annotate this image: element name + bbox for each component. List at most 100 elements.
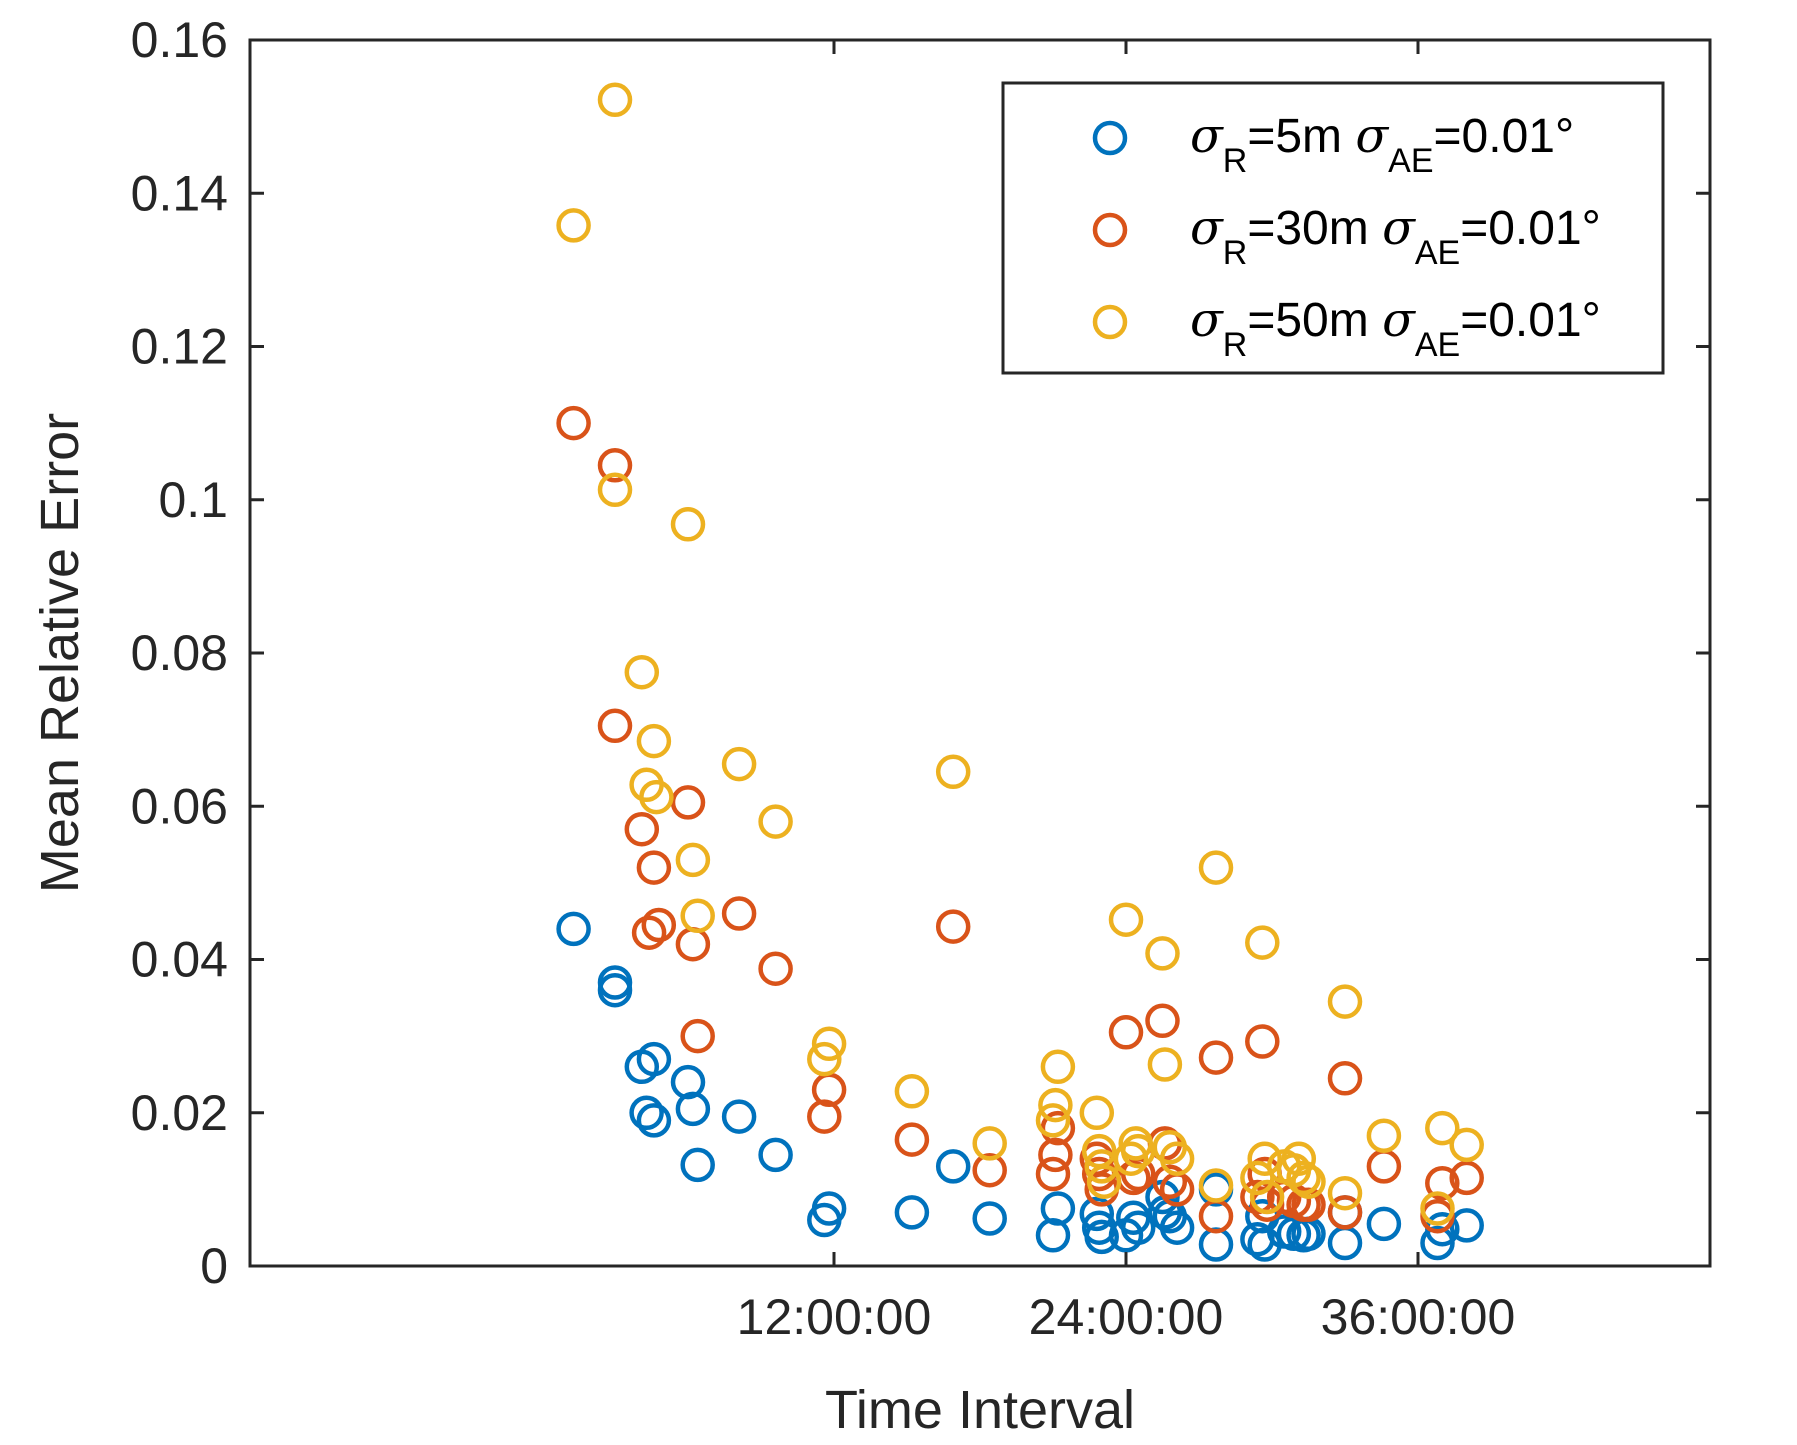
series-2-point-6 bbox=[639, 779, 674, 815]
series-1-point-40 bbox=[1327, 1061, 1363, 1096]
series-1-point-10 bbox=[721, 896, 757, 931]
series-1-point-8 bbox=[675, 926, 711, 962]
series-1-point-5 bbox=[636, 850, 672, 885]
series-0-point-28 bbox=[1159, 1210, 1195, 1245]
series-2-point-19 bbox=[1040, 1049, 1076, 1085]
series-0-point-30 bbox=[1198, 1227, 1234, 1262]
series-2-point-1 bbox=[597, 82, 633, 118]
legend-label-0: σR=5m σAE=0.01° bbox=[1190, 108, 1574, 180]
y-tick-label: 0.14 bbox=[131, 165, 228, 221]
series-0-point-17 bbox=[1035, 1218, 1071, 1253]
series-1-point-42 bbox=[1366, 1149, 1402, 1184]
series-1-point-4 bbox=[631, 915, 667, 950]
y-tick-label: 0.04 bbox=[131, 932, 228, 988]
series-1-point-15 bbox=[935, 909, 971, 944]
series-1-point-30 bbox=[1198, 1040, 1234, 1075]
series-0-point-14 bbox=[894, 1195, 930, 1230]
series-2-point-32 bbox=[1198, 850, 1234, 885]
series-0-point-15 bbox=[935, 1149, 971, 1184]
series-0-point-8 bbox=[675, 1091, 711, 1127]
axis-ticks bbox=[250, 38, 1710, 1268]
series-0-point-7 bbox=[670, 1064, 706, 1100]
series-0-point-21 bbox=[1084, 1219, 1119, 1255]
series-2-point-9 bbox=[680, 898, 715, 934]
series-2-point-24 bbox=[1108, 902, 1144, 937]
series-2-point-40 bbox=[1281, 1141, 1317, 1176]
series-2-point-46 bbox=[1420, 1191, 1455, 1226]
series-2-point-37 bbox=[1249, 1179, 1285, 1215]
series-2-point-15 bbox=[935, 754, 971, 790]
y-tick-label: 0 bbox=[200, 1238, 228, 1294]
legend: σR=5m σAE=0.01° σR=30m σAE=0.01° σR=50m σA… bbox=[1001, 81, 1665, 375]
series-0-point-16 bbox=[972, 1201, 1007, 1236]
series-1-point-0 bbox=[556, 405, 591, 441]
series-2-point-48 bbox=[1449, 1127, 1484, 1163]
y-tick-label: 0.02 bbox=[131, 1085, 228, 1141]
series-2-point-33 bbox=[1198, 1168, 1234, 1203]
series-1-point-32 bbox=[1240, 1179, 1275, 1215]
series-2-point-8 bbox=[675, 842, 711, 878]
series-2-point-7 bbox=[670, 507, 706, 542]
series-2-point-16 bbox=[972, 1126, 1007, 1161]
series-2-point-2 bbox=[597, 472, 633, 508]
legend-box bbox=[1001, 81, 1665, 375]
series-0-point-6 bbox=[636, 1103, 672, 1138]
data-markers bbox=[556, 82, 1484, 1262]
x-axis-title: Time Interval bbox=[825, 1380, 1135, 1440]
series-2-point-13 bbox=[811, 1026, 847, 1062]
series-0-point-10 bbox=[721, 1099, 757, 1134]
x-axis-tick-labels: 12:00:00 24:00:00 36:00:00 bbox=[737, 1289, 1516, 1345]
series-2-point-29 bbox=[1147, 1047, 1183, 1082]
series-0-point-19 bbox=[1079, 1196, 1115, 1232]
series-1-point-2 bbox=[597, 708, 633, 744]
series-2-point-41 bbox=[1286, 1160, 1321, 1196]
series-0-point-18 bbox=[1040, 1191, 1076, 1226]
series-2-point-17 bbox=[1035, 1103, 1071, 1138]
x-tick-label: 24:00:00 bbox=[1029, 1289, 1224, 1345]
series-2-point-18 bbox=[1038, 1087, 1073, 1123]
series-1-point-45 bbox=[1449, 1160, 1484, 1196]
series-1-point-18 bbox=[1038, 1137, 1073, 1173]
series-2-point-3 bbox=[624, 654, 660, 690]
y-tick-label: 0.08 bbox=[131, 625, 228, 681]
legend-marker-1 bbox=[1092, 212, 1128, 248]
series-1-point-11 bbox=[758, 951, 793, 986]
series-2-point-42 bbox=[1291, 1164, 1326, 1199]
series-1-point-26 bbox=[1145, 1003, 1180, 1039]
series-0-point-0 bbox=[556, 911, 591, 947]
series-1-point-28 bbox=[1152, 1164, 1188, 1199]
series-0-point-5 bbox=[636, 1041, 672, 1077]
series-1-point-12 bbox=[807, 1099, 842, 1134]
series-2-point-36 bbox=[1247, 1141, 1282, 1176]
y-tick-label: 0.16 bbox=[131, 12, 228, 68]
series-0-point-2 bbox=[597, 972, 633, 1008]
series-0-point-40 bbox=[1366, 1206, 1402, 1242]
series-1-point-9 bbox=[680, 1018, 715, 1054]
y-axis-tick-labels: 0 0.02 0.04 0.06 0.08 0.1 0.12 0.14 0.16 bbox=[131, 12, 228, 1294]
series-1-point-7 bbox=[670, 785, 706, 820]
series-2-point-45 bbox=[1366, 1118, 1402, 1153]
series-1-point-1 bbox=[597, 448, 633, 483]
series-1-point-39 bbox=[1291, 1187, 1326, 1222]
series-1-point-16 bbox=[972, 1152, 1007, 1188]
series-1-point-44 bbox=[1425, 1165, 1460, 1201]
series-2-point-20 bbox=[1079, 1095, 1115, 1131]
y-tick-label: 0.12 bbox=[131, 319, 228, 375]
series-1-point-23 bbox=[1108, 1015, 1144, 1050]
series-1-point-3 bbox=[624, 811, 660, 847]
y-axis-title: Mean Relative Error bbox=[30, 413, 90, 893]
series-1-point-14 bbox=[894, 1122, 930, 1157]
series-2-point-31 bbox=[1159, 1141, 1195, 1176]
series-2-point-5 bbox=[636, 723, 672, 759]
series-2-point-35 bbox=[1245, 925, 1280, 960]
series-2-point-11 bbox=[758, 804, 793, 839]
series-2-point-47 bbox=[1425, 1110, 1460, 1146]
series-0-point-24 bbox=[1120, 1210, 1156, 1245]
series-2-point-28 bbox=[1145, 936, 1180, 971]
series-2-point-12 bbox=[807, 1041, 842, 1077]
legend-marker-2 bbox=[1092, 304, 1128, 340]
series-1-point-41 bbox=[1327, 1195, 1363, 1230]
series-2-point-25 bbox=[1113, 1141, 1149, 1176]
legend-marker-0 bbox=[1092, 120, 1128, 156]
